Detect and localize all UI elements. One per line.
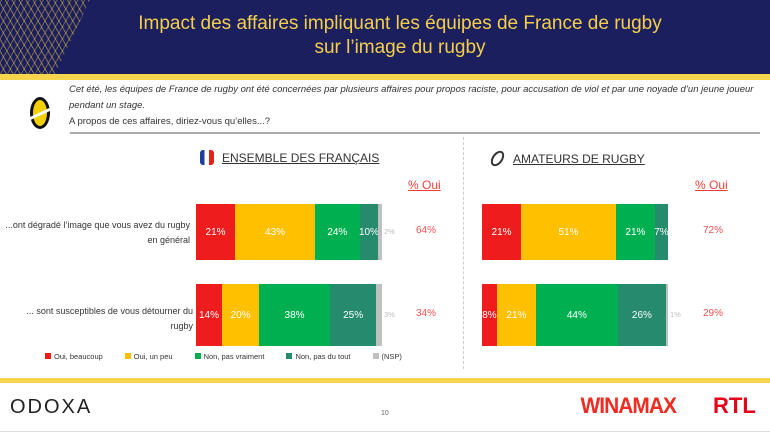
data-label: 21% bbox=[506, 309, 527, 321]
legend-label: Non, pas vraiment bbox=[203, 352, 265, 361]
data-label: 14% bbox=[199, 309, 220, 321]
legend-label: Non, pas du tout bbox=[295, 352, 351, 361]
bar-segment-oui-beaucoup: 21% bbox=[482, 204, 522, 260]
data-label: 21% bbox=[205, 226, 226, 238]
header-stripe bbox=[0, 74, 770, 80]
legend-swatch bbox=[124, 353, 131, 359]
row-label: ...ont dégradé l’image que vous avez du … bbox=[5, 220, 190, 245]
bar-segment-oui-beaucoup: 14% bbox=[196, 284, 223, 346]
legend-label: Oui, beaucoup bbox=[54, 352, 103, 361]
page-title: Impact des affaires impliquant les équip… bbox=[100, 12, 700, 60]
france-map-icon bbox=[200, 150, 214, 165]
data-label: 38% bbox=[284, 309, 305, 321]
row-label: ... sont susceptibles de vous détourner … bbox=[26, 306, 193, 331]
question-divider bbox=[70, 132, 760, 134]
panel-title-amateurs: AMATEURS DE RUGBY bbox=[488, 148, 645, 169]
total-oui-label: 34% bbox=[416, 308, 437, 319]
panel-divider bbox=[463, 137, 464, 369]
bar-segment-oui-beaucoup: 8% bbox=[482, 284, 497, 346]
data-label: 43% bbox=[265, 226, 286, 238]
legend-swatch bbox=[45, 353, 51, 359]
bar-segment-non-pas-du-tout: 26% bbox=[617, 284, 667, 346]
total-oui-label: 29% bbox=[703, 308, 724, 319]
data-label: 44% bbox=[566, 309, 587, 321]
data-label: 25% bbox=[343, 309, 364, 321]
stacked-bar: 14% 20% 38% 25% bbox=[196, 284, 382, 346]
panel-title-text: ENSEMBLE DES FRANÇAIS bbox=[222, 151, 380, 165]
bar-segment-oui-beaucoup: 21% bbox=[196, 204, 236, 260]
data-label: 20% bbox=[230, 309, 251, 321]
bar-segment-nsp bbox=[666, 284, 668, 346]
data-label: 26% bbox=[631, 309, 652, 321]
bar-segment-oui-un-peu: 51% bbox=[521, 204, 616, 260]
data-label: 51% bbox=[558, 226, 579, 238]
panel-title-francais: ENSEMBLE DES FRANÇAIS bbox=[200, 150, 379, 165]
bar-segment-oui-un-peu: 43% bbox=[235, 204, 316, 260]
data-label: 24% bbox=[327, 226, 348, 238]
decorative-pattern bbox=[0, 0, 90, 74]
total-oui-label: 64% bbox=[416, 225, 437, 236]
stacked-bar: 21% 51% 21% 7% bbox=[482, 204, 669, 260]
footer-stripe bbox=[0, 378, 770, 383]
legend-item: (NSP) bbox=[372, 352, 402, 361]
legend-swatch bbox=[286, 353, 293, 359]
pct-oui-header: % Oui bbox=[695, 178, 728, 192]
bar-segment-non-pas-vraiment: 38% bbox=[259, 284, 330, 346]
data-label: 21% bbox=[491, 226, 512, 238]
legend-swatch bbox=[194, 353, 201, 359]
legend-item: Non, pas vraiment bbox=[194, 352, 265, 361]
legend-label: (NSP) bbox=[381, 352, 402, 361]
odoxa-logo: ODOXA bbox=[10, 396, 93, 418]
title-line-1: Impact des affaires impliquant les équip… bbox=[138, 13, 662, 34]
stacked-bar: 21% 43% 24% 10% bbox=[196, 204, 382, 260]
bar-segment-nsp bbox=[378, 204, 382, 260]
data-label: 8% bbox=[482, 309, 497, 321]
bar-segment-non-pas-du-tout: 25% bbox=[329, 284, 377, 346]
question-context: Cet été, les équipes de France de rugby … bbox=[69, 84, 754, 111]
rugby-ball-icon bbox=[488, 148, 507, 169]
legend-item: Oui, beaucoup bbox=[45, 352, 103, 361]
panel-title-text: AMATEURS DE RUGBY bbox=[513, 152, 645, 166]
header-banner: Impact des affaires impliquant les équip… bbox=[0, 0, 770, 74]
bar-segment-non-pas-du-tout: 7% bbox=[654, 204, 669, 260]
bar-segment-non-pas-vraiment: 21% bbox=[615, 204, 655, 260]
total-oui-label: 72% bbox=[703, 225, 724, 236]
title-line-2: sur l’image du rugby bbox=[314, 37, 486, 58]
stacked-bar: 8% 21% 44% 26% bbox=[482, 284, 668, 346]
bar-segment-oui-un-peu: 21% bbox=[496, 284, 536, 346]
question-prompt: A propos de ces affaires, diriez-vous qu… bbox=[69, 116, 271, 127]
bar-segment-nsp bbox=[376, 284, 382, 346]
chart-legend: Oui, beaucoup Oui, un peu Non, pas vraimen… bbox=[45, 352, 402, 361]
data-label-nsp: 3% bbox=[384, 310, 395, 319]
page-number: 10 bbox=[381, 410, 389, 417]
data-label-nsp: 1% bbox=[670, 310, 681, 319]
data-label-nsp: 2% bbox=[384, 227, 395, 236]
data-label: 21% bbox=[625, 226, 646, 238]
bar-segment-non-pas-du-tout: 10% bbox=[358, 204, 379, 260]
question-text: Cet été, les équipes de France de rugby … bbox=[69, 82, 759, 130]
bar-segment-non-pas-vraiment: 44% bbox=[535, 284, 618, 346]
legend-item: Non, pas du tout bbox=[286, 352, 351, 361]
rtl-logo: RTL bbox=[713, 393, 756, 418]
footer-line bbox=[0, 431, 770, 432]
pct-oui-header: % Oui bbox=[408, 178, 441, 192]
winamax-logo: WINAMAX bbox=[580, 393, 677, 418]
bar-segment-non-pas-vraiment: 24% bbox=[315, 204, 360, 260]
legend-label: Oui, un peu bbox=[133, 352, 173, 361]
legend-item: Oui, un peu bbox=[124, 352, 173, 361]
bar-segment-oui-un-peu: 20% bbox=[222, 284, 260, 346]
legend-swatch bbox=[372, 353, 379, 359]
odoxa-question-icon bbox=[30, 97, 50, 129]
data-label: 7% bbox=[654, 226, 669, 238]
data-label: 10% bbox=[358, 226, 379, 238]
